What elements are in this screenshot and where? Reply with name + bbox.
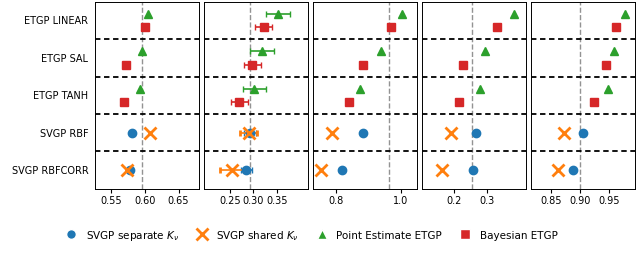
Title: devangari   Dx=1024
N=92000   C=46: devangari Dx=1024 N=92000 C=46 (536, 0, 629, 2)
Title: vowel   Dx=10
N=990   C=11: vowel Dx=10 N=990 C=11 (115, 0, 179, 2)
Text: ETGP SAL: ETGP SAL (42, 54, 88, 64)
Text: SVGP RBF: SVGP RBF (40, 128, 88, 138)
Title: characterfont   Dx=400
N=57499   C=153: characterfont Dx=400 N=57499 C=153 (423, 0, 525, 2)
Legend: SVGP separate $K_\nu$, SVGP shared $K_\nu$, Point Estimate ETGP, Bayesian ETGP: SVGP separate $K_\nu$, SVGP shared $K_\n… (56, 224, 562, 246)
Text: ETGP TANH: ETGP TANH (33, 91, 88, 101)
Text: SVGP RBFCORR: SVGP RBFCORR (12, 166, 88, 176)
Title: avila   Dx=10
N=20867   C=12: avila Dx=10 N=20867 C=12 (328, 0, 402, 2)
Text: ETGP LINEAR: ETGP LINEAR (24, 16, 88, 26)
Title: absenteeism   Dx=19
N=708   C=17: absenteeism Dx=19 N=708 C=17 (209, 0, 303, 2)
